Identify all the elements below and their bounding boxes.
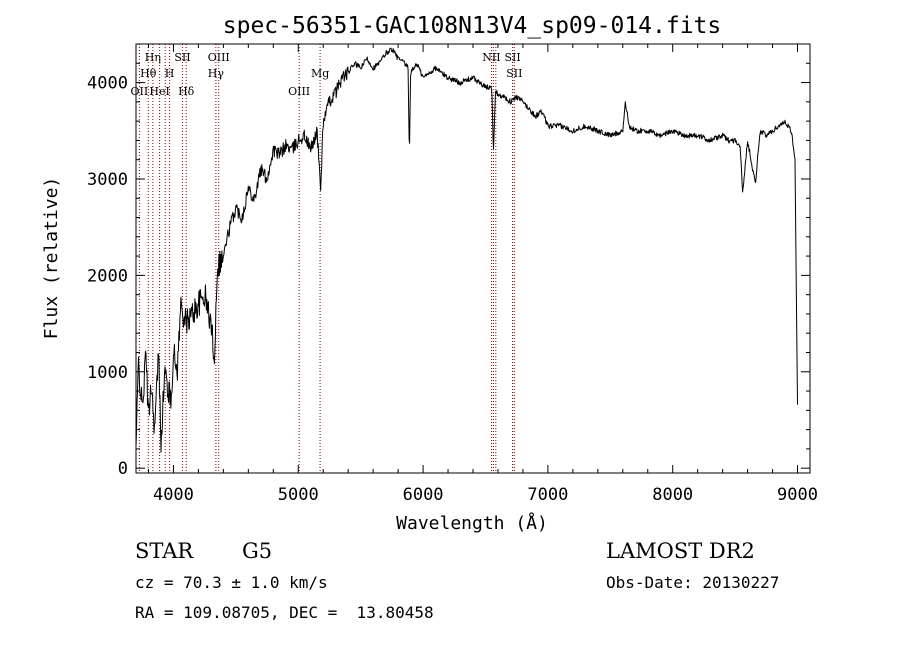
plot-frame bbox=[135, 43, 811, 474]
line-marker-label-11: Mg bbox=[311, 67, 329, 80]
y-tick-label-2: 2000 bbox=[87, 266, 128, 286]
x-axis-label: Wavelength (Å) bbox=[396, 512, 548, 534]
x-axis-ticks: 4000 5000 6000 7000 8000 9000 bbox=[147, 44, 818, 505]
line-marker-label-6: SII bbox=[174, 51, 190, 64]
y-tick-label-3: 3000 bbox=[87, 170, 128, 190]
chart-title: spec-56351-GAC108N13V4_sp09-014.fits bbox=[223, 13, 722, 39]
y-tick-label-1: 1000 bbox=[87, 363, 128, 383]
spectral-line-markers bbox=[138, 44, 515, 473]
object-subclass: G5 bbox=[242, 539, 273, 563]
line-marker-label-0: OII bbox=[131, 85, 149, 98]
y-axis-label: Flux (relative) bbox=[41, 177, 62, 340]
coordinates-text: RA = 109.08705, DEC = 13.80458 bbox=[135, 603, 434, 622]
line-marker-label-7: Hδ bbox=[178, 85, 195, 98]
x-tick-label-3: 7000 bbox=[527, 485, 568, 505]
line-marker-label-8: Hγ bbox=[208, 67, 225, 80]
line-marker-label-16: SII bbox=[506, 67, 522, 80]
y-tick-label-4: 4000 bbox=[87, 74, 128, 94]
x-tick-label-1: 5000 bbox=[278, 485, 319, 505]
x-tick-label-4: 8000 bbox=[652, 485, 693, 505]
obs-date-text: Obs-Date: 20130227 bbox=[606, 573, 780, 592]
spectrum-line bbox=[135, 47, 798, 453]
plot-frame-box bbox=[135, 43, 811, 474]
line-marker-label-1: Hθ bbox=[140, 67, 157, 80]
y-axis-ticks: 0 1000 2000 3000 4000 bbox=[87, 43, 810, 479]
x-tick-label-5: 9000 bbox=[777, 485, 818, 505]
line-marker-label-10: OIII bbox=[288, 85, 310, 98]
y-tick-label-0: 0 bbox=[118, 459, 128, 479]
object-class: STAR bbox=[135, 539, 194, 563]
line-marker-label-2: Hη bbox=[145, 51, 161, 64]
line-marker-label-12: NII bbox=[482, 51, 500, 64]
redshift-text: cz = 70.3 ± 1.0 km/s bbox=[135, 573, 328, 592]
x-tick-label-2: 6000 bbox=[403, 485, 444, 505]
line-marker-label-5: H bbox=[165, 67, 175, 80]
x-tick-label-0: 4000 bbox=[153, 485, 194, 505]
spectrum-series bbox=[135, 47, 798, 453]
line-marker-label-9: OIII bbox=[208, 51, 230, 64]
survey-name: LAMOST DR2 bbox=[606, 539, 755, 563]
line-marker-label-3: HeI bbox=[149, 85, 169, 98]
line-marker-label-15: SII bbox=[504, 51, 520, 64]
